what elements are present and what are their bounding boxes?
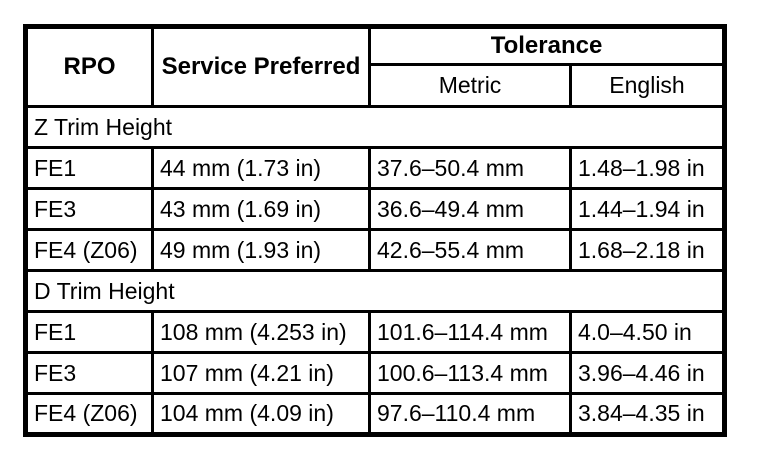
cell-service-preferred: 104 mm (4.09 in) bbox=[151, 392, 371, 436]
cell-rpo: FE3 bbox=[24, 351, 154, 395]
cell-tolerance-metric: 42.6–55.4 mm bbox=[368, 228, 572, 272]
table-row: FE1 44 mm (1.73 in) 37.6–50.4 mm 1.48–1.… bbox=[24, 146, 727, 190]
col-header-rpo: RPO bbox=[24, 25, 154, 108]
cell-tolerance-english: 1.68–2.18 in bbox=[568, 228, 727, 272]
cell-tolerance-english: 1.44–1.94 in bbox=[568, 187, 727, 231]
cell-tolerance-metric: 36.6–49.4 mm bbox=[368, 187, 572, 231]
cell-rpo: FE1 bbox=[24, 146, 154, 190]
col-header-english: English bbox=[568, 63, 727, 108]
cell-service-preferred: 44 mm (1.73 in) bbox=[151, 146, 371, 190]
cell-service-preferred: 108 mm (4.253 in) bbox=[151, 310, 371, 354]
cell-tolerance-english: 3.96–4.46 in bbox=[568, 351, 727, 395]
cell-tolerance-english: 3.84–4.35 in bbox=[568, 392, 727, 436]
col-header-metric: Metric bbox=[368, 63, 572, 108]
section-title: D Trim Height bbox=[23, 269, 727, 313]
table-row: FE4 (Z06) 104 mm (4.09 in) 97.6–110.4 mm… bbox=[24, 392, 727, 436]
cell-tolerance-metric: 97.6–110.4 mm bbox=[368, 392, 572, 436]
cell-service-preferred: 43 mm (1.69 in) bbox=[151, 187, 371, 231]
cell-service-preferred: 49 mm (1.93 in) bbox=[151, 228, 371, 272]
col-header-service-preferred: Service Preferred bbox=[151, 25, 371, 108]
table-row: FE3 107 mm (4.21 in) 100.6–113.4 mm 3.96… bbox=[24, 351, 727, 395]
table-row: FE3 43 mm (1.69 in) 36.6–49.4 mm 1.44–1.… bbox=[24, 187, 727, 231]
cell-tolerance-metric: 37.6–50.4 mm bbox=[368, 146, 572, 190]
cell-rpo: FE1 bbox=[24, 310, 154, 354]
section-row-z-trim-height: Z Trim Height bbox=[23, 105, 727, 149]
section-row-d-trim-height: D Trim Height bbox=[23, 269, 727, 313]
table-row: FE1 108 mm (4.253 in) 101.6–114.4 mm 4.0… bbox=[24, 310, 727, 354]
cell-rpo: FE3 bbox=[24, 187, 154, 231]
cell-tolerance-english: 4.0–4.50 in bbox=[568, 310, 727, 354]
cell-tolerance-metric: 101.6–114.4 mm bbox=[368, 310, 572, 354]
cell-tolerance-english: 1.48–1.98 in bbox=[568, 146, 727, 190]
table-row: FE4 (Z06) 49 mm (1.93 in) 42.6–55.4 mm 1… bbox=[24, 228, 727, 272]
cell-service-preferred: 107 mm (4.21 in) bbox=[151, 351, 371, 395]
cell-tolerance-metric: 100.6–113.4 mm bbox=[368, 351, 572, 395]
col-header-tolerance: Tolerance bbox=[367, 25, 727, 66]
section-title: Z Trim Height bbox=[23, 105, 727, 149]
trim-height-spec-table: RPO Service Preferred Tolerance Metric E… bbox=[23, 24, 728, 437]
cell-rpo: FE4 (Z06) bbox=[24, 392, 154, 436]
cell-rpo: FE4 (Z06) bbox=[24, 228, 154, 272]
